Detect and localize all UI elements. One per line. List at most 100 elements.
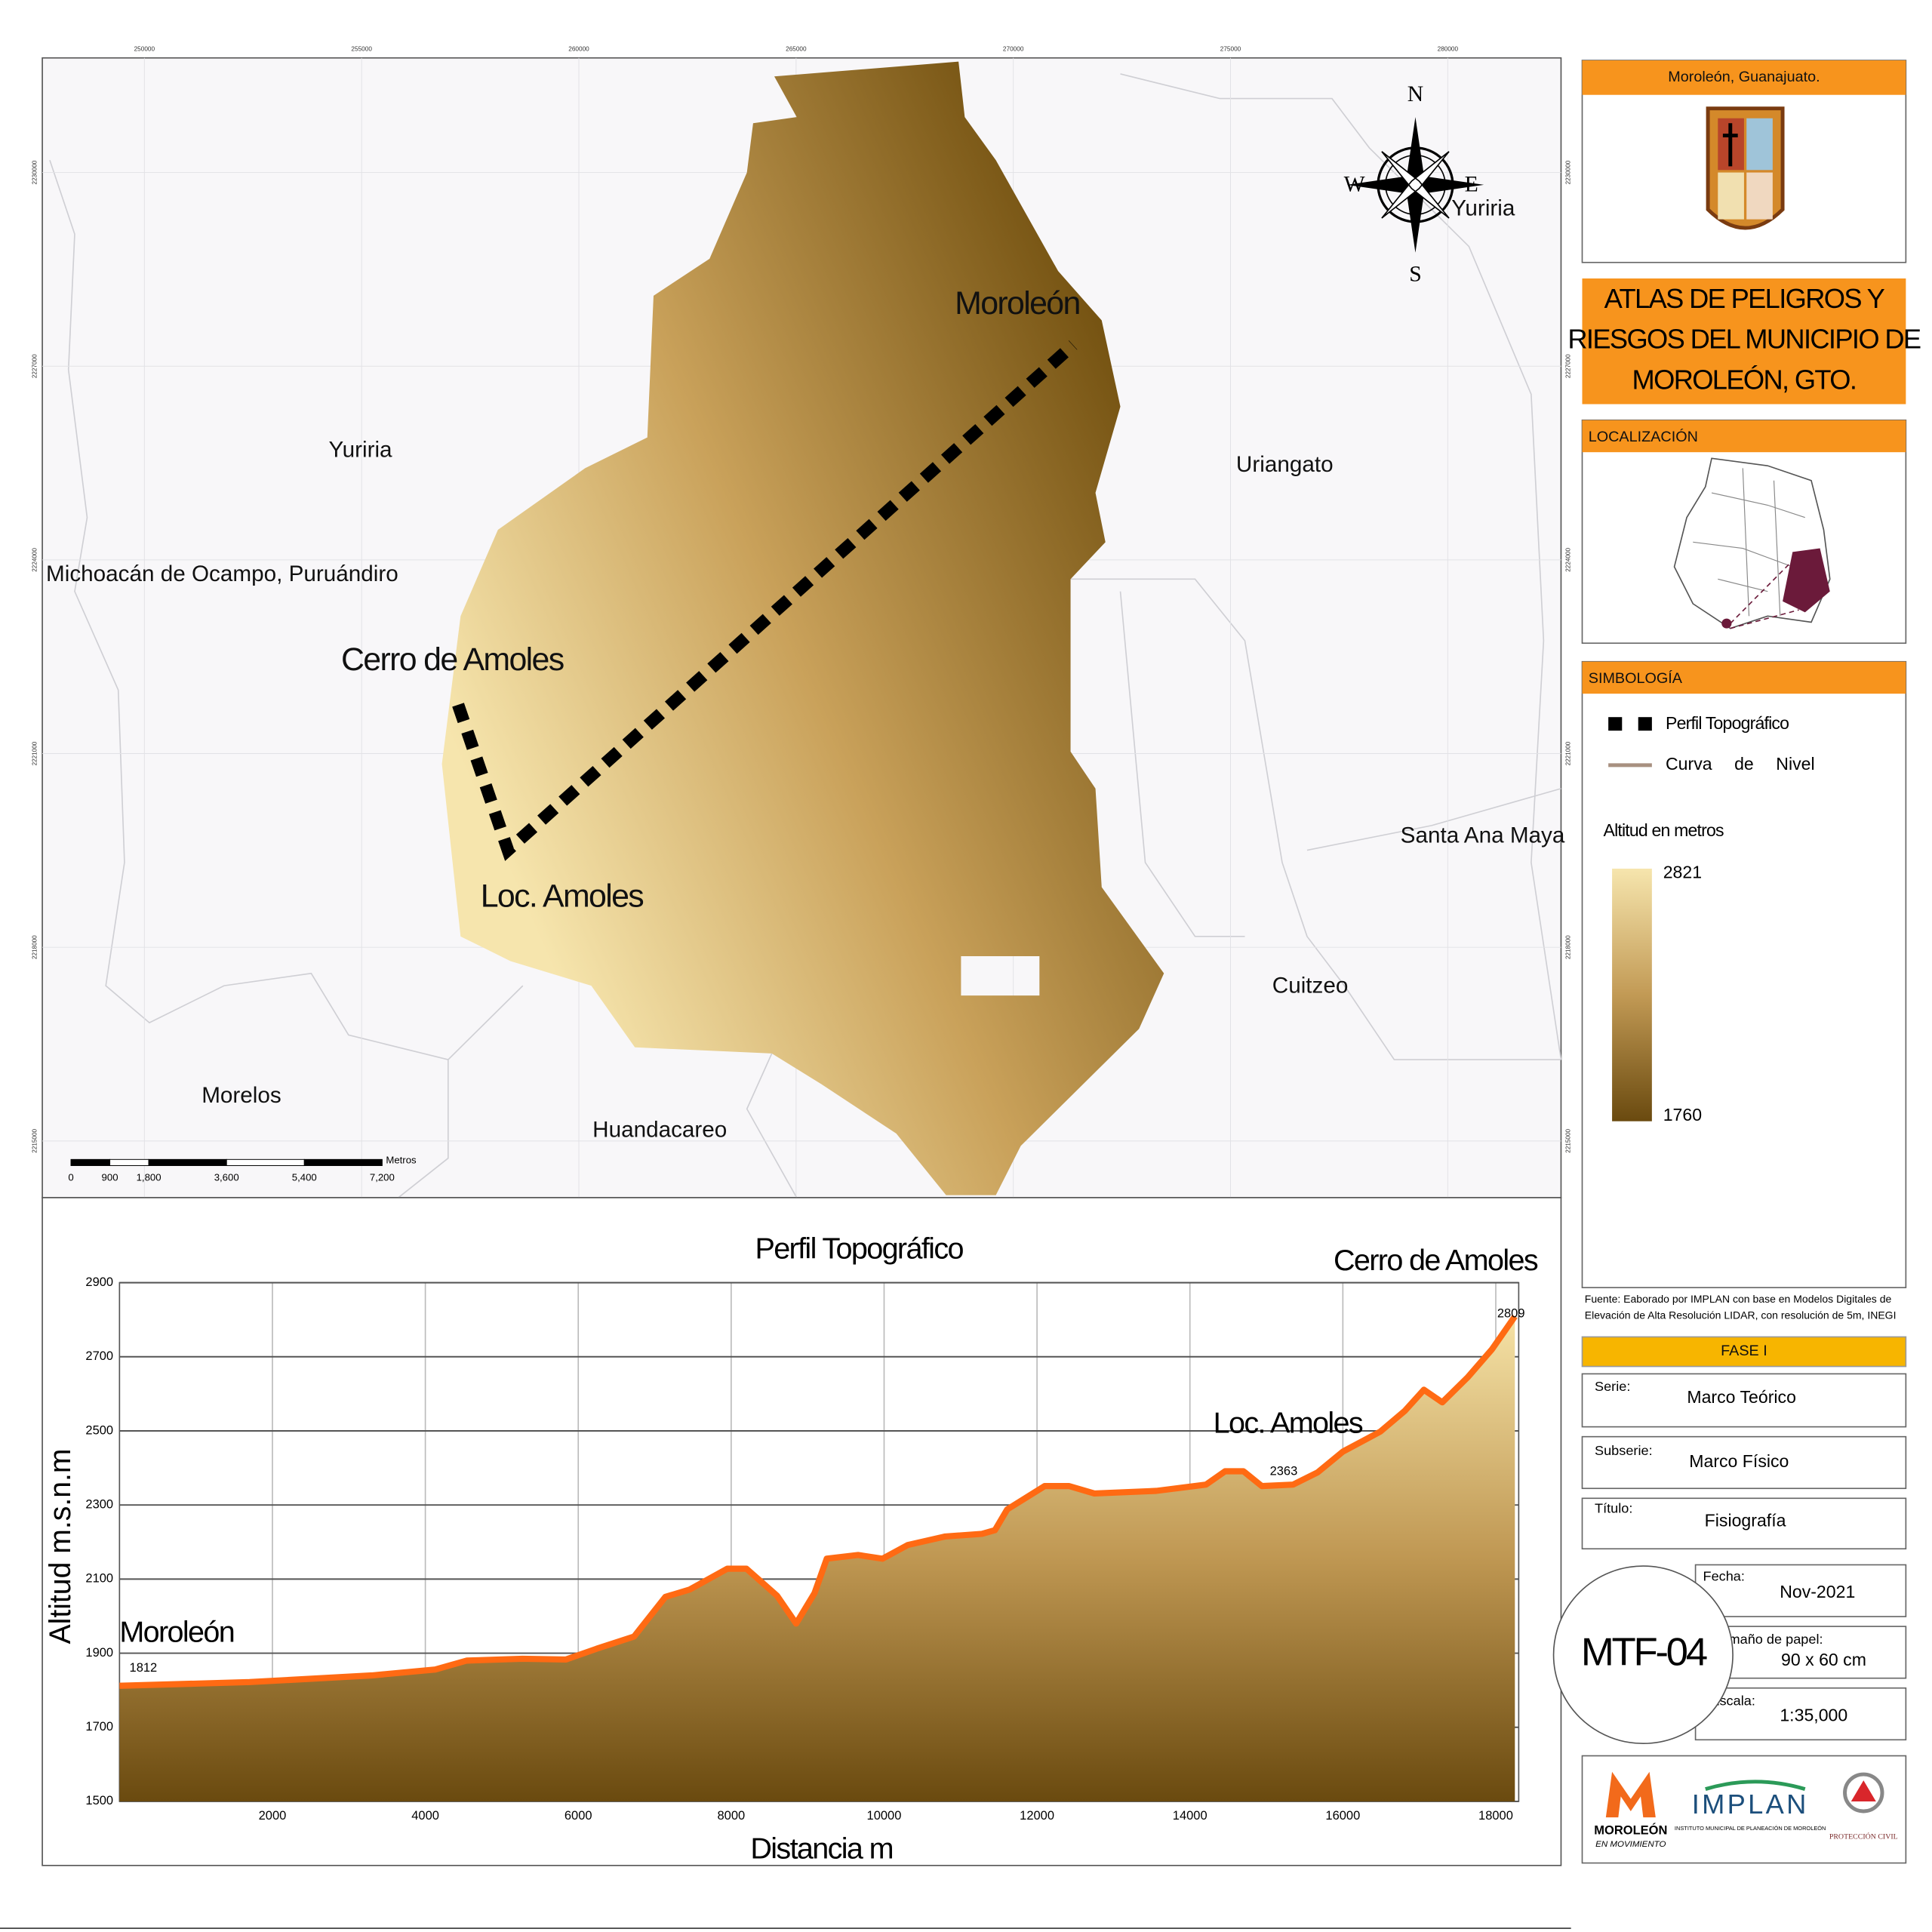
- field-box: [1694, 1687, 1907, 1741]
- header: [1582, 60, 1906, 95]
- field-box: [1581, 1373, 1907, 1428]
- ramp-title: Altitud en metros: [1604, 820, 1724, 840]
- profile-line: [452, 340, 1078, 861]
- scale-segment: [303, 1158, 383, 1166]
- x-tick-label: 4000: [411, 1809, 439, 1823]
- field-box: [1704, 1626, 1907, 1679]
- field-label: Serie:: [1595, 1379, 1630, 1394]
- atlas-title: ATLAS DE PELIGROS Y: [1604, 283, 1885, 314]
- field-value: 1:35,000: [1780, 1705, 1847, 1724]
- ramp-max: 2821: [1663, 863, 1702, 882]
- phase-box: [1581, 1336, 1907, 1367]
- field-box: [1694, 1564, 1907, 1617]
- y-tick-label: 1700: [85, 1720, 113, 1734]
- logo-text: EN MOVIMIENTO: [1595, 1840, 1666, 1849]
- logo-implan: IMPLAN: [1692, 1789, 1809, 1820]
- x-axis-label: Distancia m: [750, 1832, 893, 1866]
- scale-label: 7,200: [370, 1171, 395, 1183]
- color-ramp: [1612, 869, 1652, 1121]
- field-value: 90 x 60 cm: [1781, 1650, 1866, 1669]
- atlas-title: RIESGOS DEL MUNICIPIO DE: [1567, 324, 1921, 355]
- logo-swoosh: [1705, 1780, 1806, 1791]
- map-y-coord: 2218000: [31, 935, 38, 959]
- x-tick-label: 12000: [1020, 1809, 1054, 1823]
- scale-label: 5,400: [292, 1171, 317, 1183]
- field-label: Subserie:: [1595, 1443, 1653, 1458]
- compass: N E S W: [1344, 82, 1484, 286]
- annotation-value: 2809: [1497, 1306, 1525, 1320]
- y-tick-label: 2100: [85, 1572, 113, 1586]
- scale-segment: [148, 1158, 227, 1166]
- location-title: Moroleón, Guanajuato.: [1668, 69, 1820, 85]
- logo-text: MOROLEÓN: [1594, 1823, 1667, 1838]
- compass-w: W: [1344, 172, 1365, 196]
- y-tick-label: 1500: [85, 1794, 113, 1807]
- header: [1582, 661, 1906, 694]
- x-tick-label: 14000: [1173, 1809, 1208, 1823]
- y-tick-label: 2300: [85, 1498, 113, 1512]
- field-value: Marco Teórico: [1687, 1387, 1796, 1407]
- logo-pc: [1843, 1772, 1884, 1814]
- scale-segment: [109, 1158, 149, 1166]
- y-tick-label: 2900: [85, 1275, 113, 1289]
- x-tick-label: 8000: [718, 1809, 746, 1823]
- field-value: Nov-2021: [1780, 1582, 1855, 1601]
- x-tick-label: 2000: [259, 1809, 287, 1823]
- scale-label: 1,800: [137, 1171, 162, 1183]
- annotation: Loc. Amoles: [1214, 1407, 1363, 1440]
- place-label: Cerro de Amoles: [341, 641, 564, 678]
- annotation-value: 1812: [130, 1661, 158, 1675]
- field-value: Fisiografía: [1705, 1510, 1786, 1530]
- profile-chart: 2000 4000 6000 8000 10000 12000 14000 16000 1800…: [85, 1244, 1539, 1823]
- annotation: Moroleón: [119, 1616, 234, 1649]
- place-label: Moroleón: [955, 285, 1080, 321]
- x-tick-label: 18000: [1478, 1809, 1513, 1823]
- map-x-coord: 255000: [351, 46, 372, 53]
- coat-of-arms: [1706, 106, 1785, 230]
- annotation: Cerro de Amoles: [1334, 1244, 1538, 1277]
- logo-moroleon: [1605, 1771, 1656, 1818]
- source-text: Elevación de Alta Resolución LIDAR, con …: [1585, 1309, 1897, 1321]
- map-x-coord: 270000: [1003, 46, 1024, 53]
- map-x-coord: 280000: [1438, 46, 1459, 53]
- place-label: Cuitzeo: [1272, 974, 1349, 998]
- legend-swatch: [1638, 717, 1652, 731]
- legend-item: Perfil Topográfico: [1666, 713, 1789, 733]
- y-axis-label: Altitud m.s.n.m: [44, 1448, 77, 1644]
- y-tick-label: 2500: [85, 1423, 113, 1437]
- place-label: Morelos: [202, 1083, 281, 1108]
- map-y-coord: 2227000: [31, 354, 38, 378]
- map-y-coord: 2215000: [31, 1129, 38, 1153]
- map-y-coord: 2221000: [31, 741, 38, 765]
- place-label: Huandacareo: [592, 1118, 727, 1143]
- map-y-coord: 2227000: [1564, 354, 1571, 378]
- boundaries: [49, 73, 1562, 1198]
- y-tick-label: 2700: [85, 1349, 113, 1363]
- localization-title: LOCALIZACIÓN: [1589, 428, 1698, 445]
- map-x-coord: 250000: [134, 46, 155, 53]
- legend-swatch: [1608, 717, 1623, 731]
- phase: FASE I: [1721, 1343, 1767, 1359]
- compass-e: E: [1465, 172, 1478, 196]
- y-tick-label: 1900: [85, 1646, 113, 1660]
- scale-segment: [226, 1158, 305, 1166]
- compass-s: S: [1409, 263, 1422, 287]
- scale-label: 900: [102, 1171, 118, 1183]
- place-label: Uriangato: [1236, 452, 1334, 477]
- field-value: Marco Físico: [1689, 1451, 1789, 1471]
- map-y-coord: 2224000: [1564, 548, 1571, 572]
- scale-label: 3,600: [214, 1171, 239, 1183]
- x-tick-label: 6000: [565, 1809, 592, 1823]
- scale-label: 0: [68, 1171, 73, 1183]
- scale-bar: 0 900 1,800 3,600 5,400 7,200: [68, 1158, 395, 1183]
- logo-text: PROTECCIÓN CIVIL: [1829, 1832, 1898, 1841]
- map-code: MTF-04: [1581, 1630, 1707, 1675]
- map-y-coord: 2215000: [1564, 1129, 1571, 1153]
- place-label: Yuriria: [1451, 195, 1515, 220]
- compass-n: N: [1407, 82, 1423, 106]
- map-x-coord: 265000: [786, 46, 807, 53]
- profile-area: [119, 1316, 1515, 1801]
- map-y-coord: 2224000: [31, 548, 38, 572]
- state-map: [1673, 457, 1831, 629]
- logo-pc-triangle: [1850, 1780, 1876, 1801]
